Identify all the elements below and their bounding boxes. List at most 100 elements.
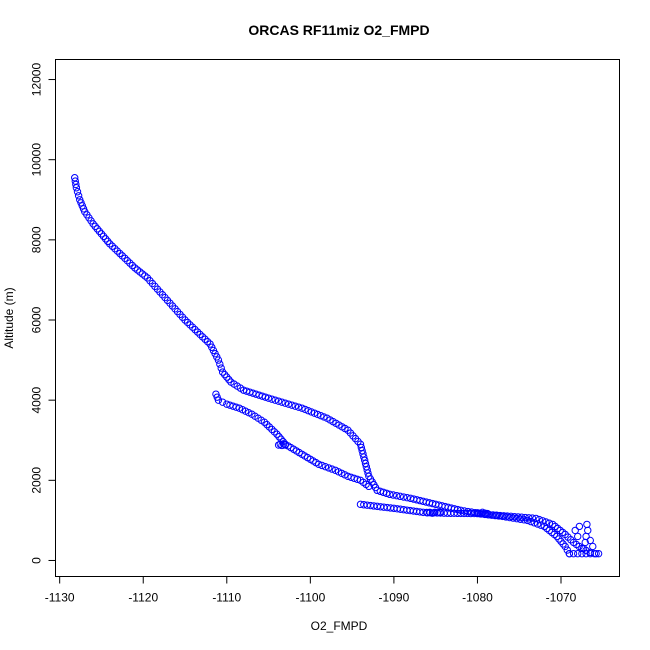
- data-point: [548, 520, 557, 529]
- data-point: [513, 514, 521, 523]
- data-point: [561, 542, 569, 551]
- data-point: [89, 220, 97, 228]
- data-point: [563, 546, 571, 554]
- data-point: [261, 393, 270, 401]
- data-point: [586, 549, 594, 558]
- data-point: [553, 524, 562, 533]
- data-point: [131, 264, 139, 272]
- data-point: [284, 400, 293, 408]
- data-point: [557, 537, 565, 546]
- data-point: [365, 482, 373, 491]
- data-point: [188, 323, 197, 331]
- y-tick-label: 0: [30, 557, 44, 564]
- data-point: [276, 440, 284, 448]
- data-point: [128, 261, 137, 270]
- data-point: [364, 469, 372, 477]
- data-point: [392, 491, 401, 500]
- y-tick-label: 12000: [30, 63, 44, 97]
- x-axis: -1130 -1120 -1110 -1100 -1090 -1080 -1070: [45, 576, 577, 605]
- data-point: [584, 526, 592, 535]
- data-point: [116, 249, 124, 258]
- data-point: [196, 330, 204, 339]
- data-point: [106, 240, 114, 248]
- data-point: [548, 528, 556, 537]
- x-tick-label: -1090: [379, 591, 410, 605]
- data-point: [550, 530, 559, 539]
- chart-title: ORCAS RF11miz O2_FMPD: [248, 22, 429, 38]
- data-point: [495, 512, 503, 520]
- data-point: [74, 192, 83, 200]
- data-point: [288, 401, 296, 409]
- data-point: [516, 515, 525, 523]
- data-point: [72, 180, 80, 189]
- data-point: [510, 512, 519, 521]
- data-point: [217, 364, 225, 372]
- data-point: [97, 230, 106, 238]
- data-point: [315, 460, 323, 468]
- data-point: [108, 242, 117, 250]
- x-tick-label: -1110: [212, 591, 241, 605]
- data-point: [569, 549, 578, 558]
- data-point: [565, 549, 574, 558]
- x-tick-label: -1070: [546, 591, 577, 605]
- plot-frame: [55, 59, 620, 577]
- data-point: [278, 398, 286, 406]
- data-point: [396, 492, 404, 501]
- data-point: [216, 360, 224, 368]
- data-point: [273, 430, 281, 438]
- data-point: [214, 396, 223, 404]
- data-point: [558, 528, 567, 537]
- data-point: [214, 356, 223, 364]
- data-point: [533, 520, 542, 528]
- data-point: [528, 514, 537, 522]
- data-point: [502, 513, 510, 521]
- data-point: [594, 549, 603, 558]
- data-point: [555, 535, 563, 543]
- data-point: [509, 514, 517, 522]
- data-point: [268, 425, 276, 434]
- data-point: [505, 513, 514, 522]
- data-point: [203, 337, 212, 346]
- data-point: [578, 549, 586, 558]
- x-tick-label: -1120: [128, 591, 158, 605]
- data-point: [556, 526, 564, 535]
- data-point: [386, 490, 394, 499]
- data-point: [138, 270, 147, 278]
- data-point: [590, 549, 599, 558]
- data-point: [91, 222, 99, 231]
- data-point: [491, 511, 500, 520]
- data-point: [553, 532, 561, 541]
- data-point: [270, 428, 279, 436]
- data-point: [268, 395, 276, 403]
- data-point: [436, 508, 444, 517]
- data-point: [571, 526, 579, 535]
- data-point: [537, 521, 545, 529]
- data-point: [498, 512, 507, 521]
- data-point: [328, 465, 336, 473]
- data-point: [232, 403, 240, 411]
- data-point: [93, 225, 101, 233]
- data-point: [488, 511, 496, 519]
- data-point: [278, 441, 286, 450]
- data-point: [527, 517, 535, 526]
- data-point: [551, 522, 559, 531]
- data-point: [520, 516, 528, 524]
- x-tick-label: -1100: [295, 591, 325, 605]
- data-point: [183, 318, 192, 327]
- data-point: [133, 266, 142, 274]
- data-point: [559, 540, 567, 548]
- data-points: [71, 174, 603, 558]
- data-point: [431, 508, 439, 517]
- data-point: [279, 440, 288, 448]
- data-point: [264, 394, 273, 402]
- data-point: [582, 532, 590, 541]
- data-point: [543, 524, 551, 533]
- data-point: [399, 493, 408, 501]
- data-point: [186, 321, 194, 329]
- data-point: [218, 398, 227, 406]
- data-point: [574, 549, 582, 558]
- data-point: [126, 259, 134, 267]
- data-point: [201, 335, 209, 343]
- data-point: [111, 244, 119, 253]
